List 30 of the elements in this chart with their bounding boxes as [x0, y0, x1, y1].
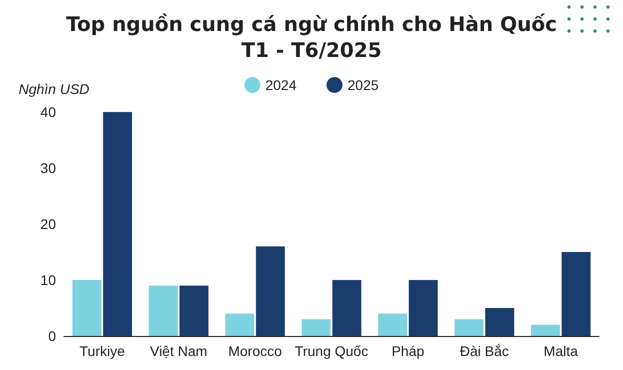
x-tick-label: Trung Quốc	[294, 343, 368, 359]
x-tick-label: Malta	[544, 343, 578, 359]
legend-label: 2025	[348, 77, 379, 93]
bar	[180, 286, 208, 336]
y-tick-label: 20	[40, 216, 56, 232]
bar	[332, 280, 362, 336]
x-tick-label: Việt Nam	[150, 343, 208, 359]
bar	[256, 246, 285, 336]
y-axis-title: Nghìn USD	[18, 81, 90, 97]
x-tick-label: Morocco	[228, 343, 282, 359]
bar	[378, 314, 408, 336]
bar	[454, 319, 484, 336]
x-tick-label: Turkiye	[80, 343, 126, 359]
chart-title: Top nguồn cung cá ngừ chính cho Hàn Quốc T1 - T6/2025	[66, 12, 557, 62]
y-tick-label: 10	[40, 272, 56, 288]
y-tick-label: 30	[40, 160, 56, 176]
bar	[225, 314, 254, 336]
bar	[562, 252, 591, 336]
bar	[530, 324, 560, 336]
bar	[302, 319, 331, 336]
x-tick-label: Pháp	[392, 343, 424, 359]
bar	[485, 308, 514, 336]
y-tick-label: 40	[40, 104, 56, 120]
bar	[72, 280, 102, 336]
bar	[148, 286, 178, 336]
y-tick-label: 0	[48, 328, 56, 344]
legend-label: 2024	[265, 77, 297, 93]
x-tick-label: Đài Bắc	[460, 343, 509, 359]
bar	[103, 112, 132, 336]
bar	[408, 280, 438, 336]
